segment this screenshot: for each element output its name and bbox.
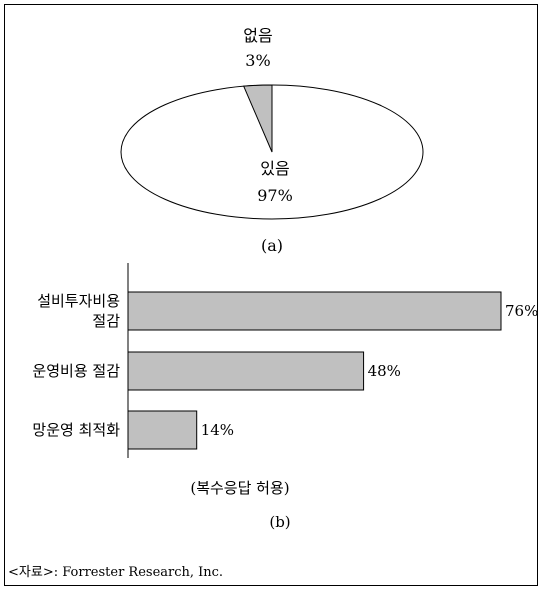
bar-category-label-0-0: 설비투자비용 — [37, 292, 120, 310]
bar-category-label-1-0: 운영비용 절감 — [32, 362, 120, 380]
pie-chart: 없음 3% 있음 97% (a) — [120, 26, 424, 255]
pie-value-none: 3% — [245, 51, 270, 70]
bar-note: (복수응답 허용) — [190, 479, 289, 497]
source-note: <자료>: Forrester Research, Inc. — [8, 565, 224, 580]
figure-frame — [4, 4, 538, 586]
bar-2 — [127, 410, 198, 450]
bar-1 — [127, 351, 365, 391]
pie-label-none: 없음 — [243, 26, 272, 45]
bar-caption: (b) — [269, 513, 290, 531]
pie-caption: (a) — [261, 236, 283, 255]
bar-0 — [127, 291, 502, 331]
pie-slice-none — [242, 84, 273, 153]
bar-value-label-0: 76% — [505, 302, 538, 320]
bar-category-label-0-1: 절감 — [92, 312, 120, 330]
pie-label-yes: 있음 — [260, 159, 289, 178]
bar-category-label-2-0: 망운영 최적화 — [32, 421, 120, 439]
bar-value-label-1: 48% — [368, 362, 401, 380]
bar-value-label-2: 14% — [201, 421, 234, 439]
pie-value-yes: 97% — [257, 186, 293, 205]
